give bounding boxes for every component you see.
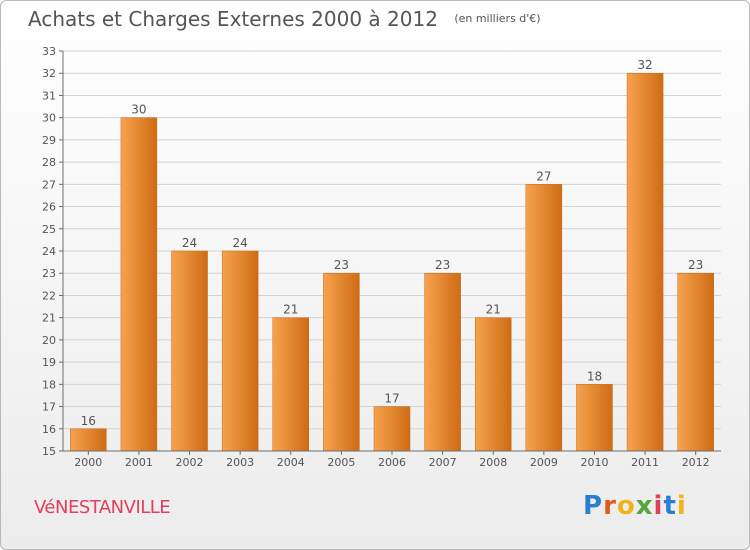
y-tick-label: 20 [42, 334, 56, 347]
y-tick-label: 25 [42, 223, 56, 236]
y-tick-label: 32 [42, 67, 56, 80]
logo-letter: t [663, 491, 677, 521]
y-tick-label: 26 [42, 201, 56, 214]
value-label-2006: 17 [384, 392, 399, 406]
value-label-2012: 23 [688, 258, 703, 272]
chart-subtitle: (en milliers d'€) [454, 12, 541, 25]
x-tick-label-2012: 2012 [682, 456, 710, 469]
value-label-2004: 21 [283, 303, 298, 317]
bar-2010 [576, 384, 613, 452]
y-tick-label: 16 [42, 423, 56, 436]
x-tick-label-2011: 2011 [631, 456, 659, 469]
bar-2003 [221, 250, 259, 452]
value-label-2001: 30 [131, 103, 146, 117]
logo-letter: i [653, 491, 664, 521]
y-tick-label: 24 [42, 245, 56, 258]
bar-2009 [525, 184, 563, 452]
value-label-2010: 18 [587, 369, 602, 383]
labels: 15 16 17 18 19 20 21 22 23 24 25 26 27 28 29 30 31 32 33 16… [42, 45, 710, 469]
value-label-2008: 21 [486, 303, 501, 317]
bars [70, 72, 714, 452]
axes [59, 50, 721, 455]
bar-2001 [120, 117, 158, 452]
bar-2007 [424, 272, 461, 452]
x-tick-label-2004: 2004 [277, 456, 305, 469]
bar-2002 [171, 250, 208, 452]
y-tick-label: 21 [42, 312, 56, 325]
x-tick-label-2005: 2005 [327, 456, 355, 469]
value-label-2009: 27 [536, 169, 551, 183]
logo-letter: P [583, 491, 604, 521]
logo-letter: x [635, 491, 654, 521]
y-tick-label: 22 [42, 289, 56, 302]
y-tick-label: 27 [42, 178, 56, 191]
value-label-2007: 23 [435, 258, 450, 272]
bar-2012 [677, 272, 714, 452]
bar-2000 [70, 428, 107, 452]
x-tick-label-2008: 2008 [479, 456, 507, 469]
logo-letter: i [676, 491, 687, 521]
logo-letter: r [603, 491, 617, 521]
logo-letter: o [616, 491, 636, 521]
chart-title-block: Achats et Charges Externes 2000 à 2012 (… [28, 7, 541, 31]
commune-name: VéNESTANVILLE [34, 497, 171, 518]
y-tick-label: 17 [42, 401, 56, 414]
value-label-2000: 16 [81, 414, 96, 428]
x-tick-label-2000: 2000 [74, 456, 102, 469]
y-tick-label: 29 [42, 134, 56, 147]
value-label-2002: 24 [182, 236, 197, 250]
chart-title: Achats et Charges Externes 2000 à 2012 [28, 7, 438, 31]
x-tick-label-2003: 2003 [226, 456, 254, 469]
x-tick-label-2001: 2001 [125, 456, 153, 469]
x-tick-label-2009: 2009 [530, 456, 558, 469]
y-tick-label: 30 [42, 112, 56, 125]
y-tick-label: 31 [42, 89, 56, 102]
y-tick-label: 23 [42, 267, 56, 280]
y-tick-label: 28 [42, 156, 56, 169]
value-label-2011: 32 [637, 58, 652, 72]
bar-2004 [272, 317, 310, 452]
bar-2008 [474, 317, 512, 452]
y-tick-label: 15 [42, 445, 56, 458]
x-tick-label-2006: 2006 [378, 456, 406, 469]
x-tick-label-2010: 2010 [580, 456, 608, 469]
value-label-2003: 24 [233, 236, 248, 250]
y-tick-label: 19 [42, 356, 56, 369]
proxiti-logo: Proxiti [583, 491, 687, 521]
bar-2005 [323, 272, 360, 452]
bar-2006 [373, 406, 411, 452]
value-label-2005: 23 [334, 258, 349, 272]
x-tick-label-2007: 2007 [429, 456, 457, 469]
y-tick-label: 18 [42, 378, 56, 391]
y-tick-label: 33 [42, 45, 56, 58]
x-tick-label-2002: 2002 [176, 456, 204, 469]
bar-2011 [626, 72, 664, 452]
